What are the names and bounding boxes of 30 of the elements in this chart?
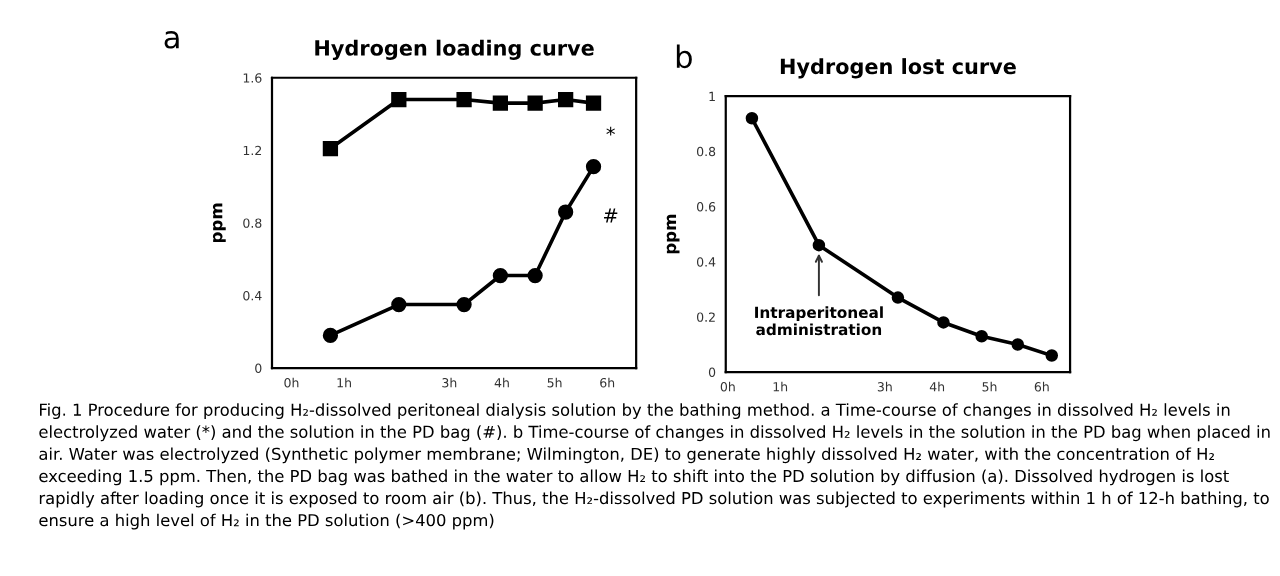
point: [492, 95, 509, 111]
annotation: #: [604, 208, 618, 223]
point: [937, 316, 950, 329]
y-axis-title: ppm: [212, 203, 226, 243]
point: [558, 91, 574, 108]
y-axis-title: ppm: [666, 214, 680, 254]
text: a: [164, 31, 179, 49]
point: [456, 296, 472, 313]
point: [322, 327, 339, 344]
chart-title: Hydrogen loading curve: [315, 39, 594, 61]
point: [585, 159, 602, 175]
point: [558, 204, 574, 220]
point: [527, 267, 543, 284]
point: [975, 329, 988, 343]
chart-title: Hydrogen lost curve: [780, 58, 1016, 79]
point: [322, 140, 339, 157]
point: [745, 112, 759, 125]
point: [812, 238, 826, 252]
point: [527, 95, 543, 111]
annotation: *: [606, 126, 615, 136]
point: [456, 91, 472, 108]
point: [492, 267, 509, 284]
point: [391, 91, 407, 108]
text: b: [676, 44, 692, 69]
point: [891, 291, 905, 304]
caption: Fig. 1 Procedure for producing H₂-dissolved peritoneal dialysis solution by the bathing method. a Time-course of changes in dissolved H₂ levels in electrolyzed water (*) and the solution in the PD bag (#). b Time-course of changes in dissolved H₂ levels in the solution in the PD bag when placed in air. Water was electrolyzed (Synthetic polymer membrane; Wilmington, DE) to generate highly dissolved H₂ water, with the concentration of H₂ exceeding 1.5 ppm. Then, the PD bag was bathed in the water to allow H₂ to shift into the PD solution by diffusion (a). Dissolved hydrogen is lost rapidly after loading once it is exposed to room air (b). Thus, the H₂-dissolved PD solution was subjected to experiments within 1 h of 12-h bathing, to ensure a high level of H₂ in the PD solution (>400 ppm): [39, 403, 1270, 530]
point: [391, 296, 407, 313]
point: [1045, 349, 1059, 362]
point: [1011, 338, 1024, 351]
point: [585, 95, 602, 111]
